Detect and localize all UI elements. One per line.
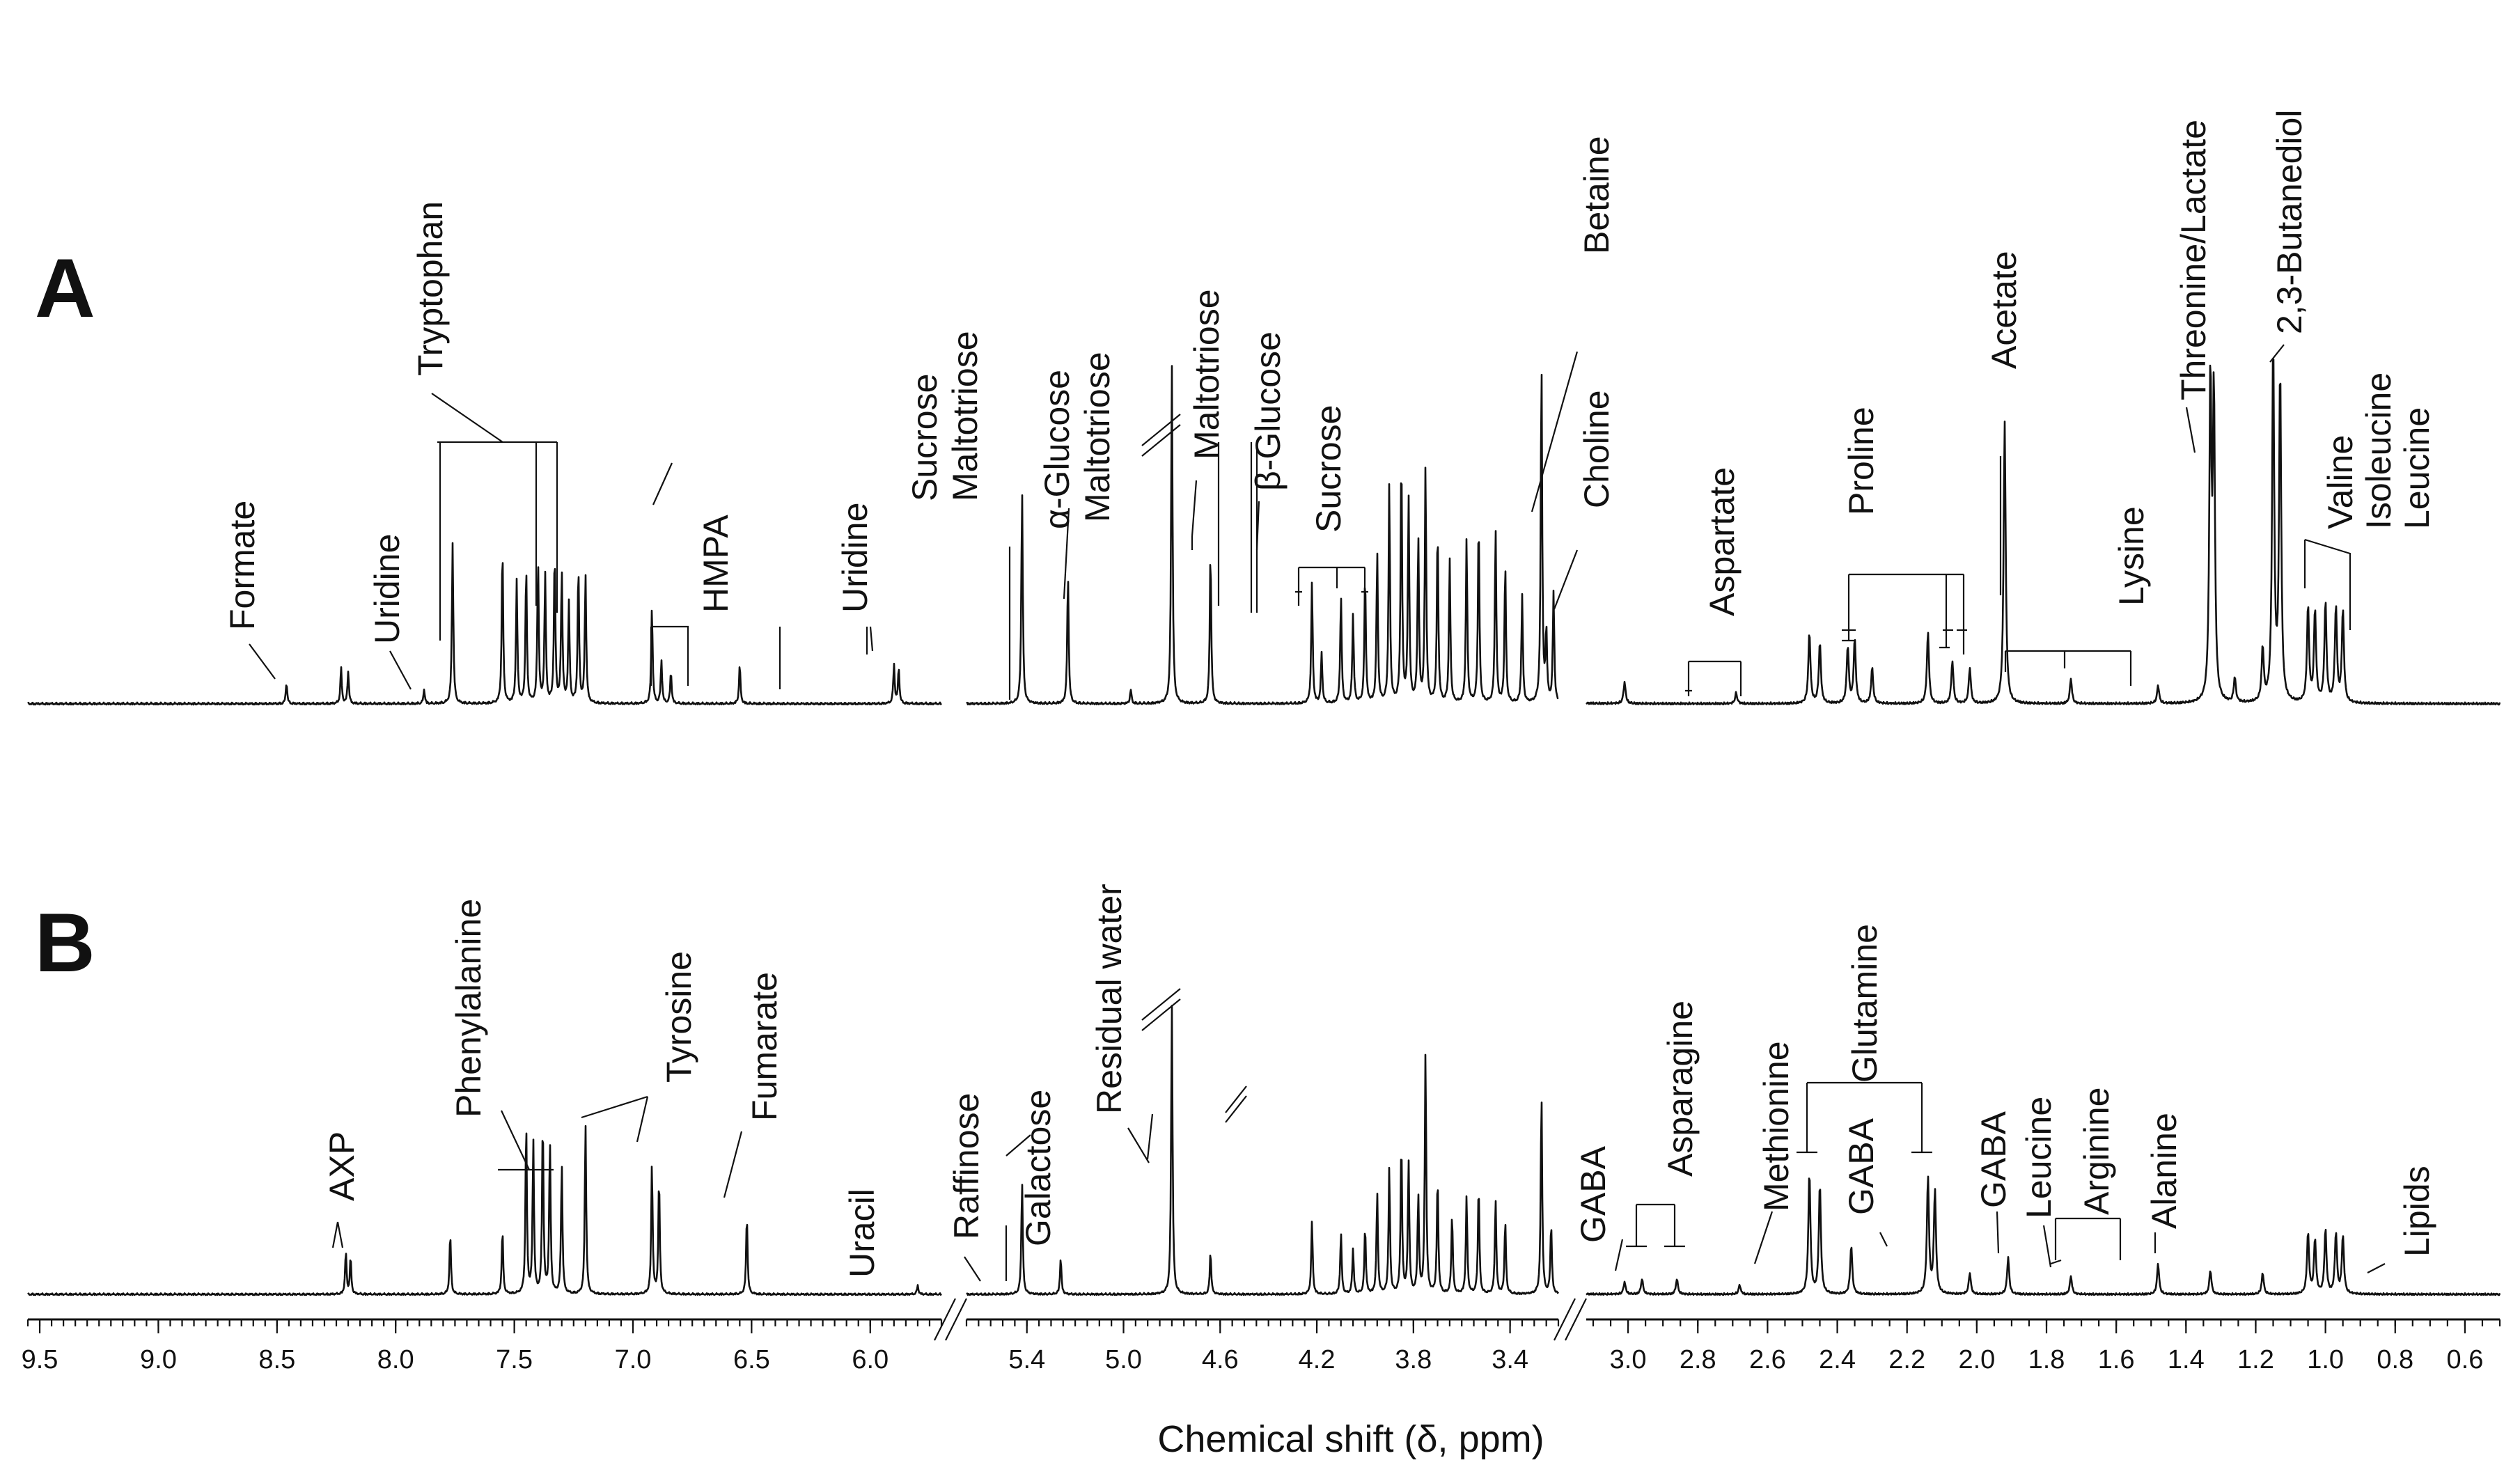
- trace-b-segment: [27, 1124, 942, 1296]
- labels-panel-b: AXP Phenylalanine Tyrosine Fumarate Urac…: [322, 884, 2436, 1278]
- x-tick-label: 2.2: [1888, 1345, 1925, 1374]
- label-maltotriose-a1: Maltotriose: [946, 331, 985, 501]
- label-arginine: Arginine: [2077, 1088, 2116, 1215]
- label-leucine-b: Leucine: [2019, 1097, 2058, 1218]
- label-formate: Formate: [223, 501, 262, 630]
- label-betaine: Betaine: [1577, 136, 1616, 254]
- label-butanediol: 2,3-Butanediol: [2270, 110, 2309, 334]
- label-sucrose-a2: Sucrose: [1309, 405, 1348, 533]
- spectrum-trace-b: [27, 1005, 2501, 1296]
- x-tick-label: 1.6: [2098, 1345, 2135, 1374]
- label-uridine-a1: Uridine: [368, 534, 407, 644]
- label-isoleucine: Isoleucine: [2359, 373, 2398, 529]
- x-axis-title: Chemical shift (δ, ppm): [1157, 1418, 1544, 1460]
- trace-b-segment: [1586, 1175, 2501, 1296]
- x-tick-label: 3.8: [1395, 1345, 1432, 1374]
- label-fumarate: Fumarate: [745, 972, 784, 1121]
- label-lipids: Lipids: [2397, 1166, 2436, 1257]
- annotation-lines-b: [331, 1081, 2386, 1282]
- label-asparagine: Asparagine: [1661, 1001, 1700, 1177]
- label-gaba-b3: GABA: [1974, 1111, 2013, 1208]
- x-tick-label: 6.5: [733, 1345, 770, 1374]
- water-peak-break-marks: [1141, 414, 1181, 1031]
- x-tick-label: 2.8: [1680, 1345, 1716, 1374]
- x-tick-label: 5.0: [1105, 1345, 1142, 1374]
- trace-a-segment: [1586, 358, 2501, 706]
- label-gaba-b1: GABA: [1574, 1145, 1613, 1243]
- label-uracil: Uracil: [843, 1189, 882, 1278]
- x-tick-label: 8.0: [377, 1345, 414, 1374]
- x-tick-label: 1.0: [2307, 1345, 2344, 1374]
- label-tyrosine: Tyrosine: [659, 951, 698, 1083]
- x-tick-label: 1.2: [2237, 1345, 2274, 1374]
- x-tick-label: 4.2: [1299, 1345, 1336, 1374]
- x-tick-label: 6.0: [852, 1345, 889, 1374]
- label-galactose: Galactose: [1019, 1090, 1058, 1246]
- panel-label-b: B: [35, 896, 95, 989]
- x-tick-label: 7.5: [496, 1345, 533, 1374]
- label-sucrose-a1: Sucrose: [905, 374, 944, 501]
- x-tick-label: 9.0: [140, 1345, 177, 1374]
- label-glutamine: Glutamine: [1845, 924, 1884, 1083]
- x-tick-label: 3.4: [1492, 1345, 1528, 1374]
- label-lysine: Lysine: [2112, 506, 2151, 606]
- x-axis: 9.5 9.0 8.5 8.0 7.5 7.0 6.5 6.0 5.4 5.0 4.6 4.2 3.8 3…: [22, 1298, 2501, 1374]
- panel-label-a: A: [35, 242, 95, 335]
- label-aspartate: Aspartate: [1703, 467, 1742, 616]
- x-tick-label: 0.6: [2447, 1345, 2484, 1374]
- annotation-lines-a: [249, 344, 2351, 700]
- label-maltotriose-a2: Maltotriose: [1078, 352, 1117, 522]
- label-gaba-b2: GABA: [1842, 1118, 1881, 1215]
- label-choline: Choline: [1577, 390, 1616, 508]
- x-tick-label: 3.0: [1610, 1345, 1647, 1374]
- label-alpha-glucose: α-Glucose: [1038, 370, 1077, 529]
- x-tick-label: 8.5: [258, 1345, 295, 1374]
- x-tick-label: 9.5: [22, 1345, 58, 1374]
- label-alanine: Alanine: [2145, 1113, 2184, 1229]
- label-phenylalanine: Phenylalanine: [449, 899, 488, 1118]
- label-hmpa: HMPA: [696, 515, 735, 613]
- spectrum-trace-a: [27, 358, 2501, 706]
- label-acetate: Acetate: [1985, 251, 2024, 369]
- x-tick-label: 2.4: [1819, 1345, 1856, 1374]
- label-leucine-a: Leucine: [2397, 407, 2436, 529]
- x-tick-label: 1.8: [2028, 1345, 2065, 1374]
- x-tick-label: 1.4: [2168, 1345, 2205, 1374]
- label-beta-glucose: β-Glucose: [1249, 331, 1288, 491]
- label-threonine-lactate: Threonine/Lactate: [2174, 120, 2213, 400]
- label-methionine: Methionine: [1757, 1041, 1796, 1212]
- x-tick-label: 0.8: [2377, 1345, 2413, 1374]
- x-tick-label: 4.6: [1202, 1345, 1239, 1374]
- trace-b-segment: [966, 1005, 1560, 1296]
- label-proline: Proline: [1842, 407, 1881, 515]
- label-raffinose: Raffinose: [947, 1093, 986, 1239]
- label-maltotriose-a3: Maltotriose: [1187, 289, 1226, 460]
- label-tryptophan: Tryptophan: [411, 201, 450, 376]
- labels-panel-a: Formate Uridine Tryptophan HMPA Uridine …: [223, 110, 2436, 644]
- x-tick-label: 5.4: [1008, 1345, 1045, 1374]
- label-residual-water: Residual water: [1090, 884, 1129, 1114]
- label-valine: Valine: [2321, 435, 2360, 529]
- x-tick-label: 2.6: [1749, 1345, 1786, 1374]
- x-tick-label: 7.0: [615, 1345, 652, 1374]
- trace-a-segment: [27, 542, 942, 706]
- label-axp: AXP: [322, 1131, 361, 1201]
- label-uridine-a2: Uridine: [836, 503, 875, 613]
- trace-a-segment: [966, 365, 1559, 706]
- x-tick-label: 2.0: [1958, 1345, 1995, 1374]
